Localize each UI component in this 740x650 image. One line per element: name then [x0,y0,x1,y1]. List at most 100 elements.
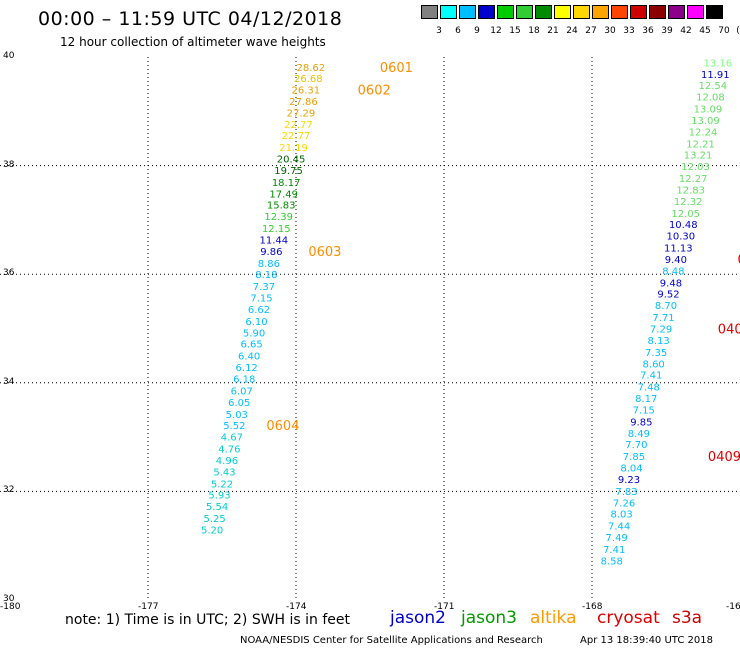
generated-timestamp: Apr 13 18:39:40 UTC 2018 [580,635,713,646]
wave-height-point: 5.22 [211,479,233,490]
x-tick-label: -16 [726,602,740,612]
y-tick-label: 34 [3,376,15,387]
units-note: note: 1) Time is in UTC; 2) SWH is in fe… [65,612,351,628]
wave-height-point: 13.16 [703,58,732,69]
wave-height-point: 4.67 [221,433,243,444]
wave-height-point: 13.09 [691,116,720,127]
wave-height-point: 27.86 [289,97,318,108]
wave-height-point: 6.07 [231,386,253,397]
wave-height-point: 12.83 [676,185,705,196]
scale-label: 70 [718,26,730,36]
wave-height-point: 11.13 [664,244,693,255]
wave-height-point: 8.13 [647,336,669,347]
time-label: 0602 [358,84,391,99]
wave-height-point: 7.26 [613,498,635,509]
wave-height-point: 4.96 [216,456,238,467]
wave-height-point: 6.10 [245,317,267,328]
wave-height-point: 10.48 [669,220,698,231]
wave-height-point: 7.15 [250,294,272,305]
wave-height-point: 9.85 [630,417,652,428]
scale-label: 21 [547,26,559,36]
wave-height-point: 12.15 [262,224,291,235]
y-tick-label: 30 [3,594,15,604]
scale-swatch [535,5,552,19]
wave-height-point: 21.19 [279,143,308,154]
wave-height-point: 7.49 [606,533,628,544]
scale-swatch [459,5,476,19]
wave-height-point: 5.20 [201,525,223,536]
scale-label: 39 [661,26,673,36]
wave-height-point: 11.44 [259,235,288,246]
wave-height-point: 12.05 [671,209,700,220]
wave-height-point: 8.04 [620,464,642,475]
wave-height-point: 12.08 [696,93,725,104]
satellite-legend-item: altika [530,608,577,628]
wave-height-point: 5.93 [208,491,230,502]
x-tick-label: -171 [434,602,455,612]
wave-height-point: 26.31 [292,86,321,97]
wave-height-point: 5.03 [226,410,248,421]
scale-label: 18 [528,26,540,36]
scale-swatch [421,5,438,19]
wave-height-point: 7.70 [625,440,647,451]
scale-swatch [554,5,571,19]
x-tick-label: -174 [286,602,307,612]
scale-swatch [497,5,514,19]
scale-swatch [573,5,590,19]
wave-height-point: 5.25 [203,514,225,525]
wave-height-point: 9.52 [657,290,679,301]
chart-subtitle: 12 hour collection of altimeter wave hei… [60,35,326,49]
wave-height-point: 4.76 [218,445,240,456]
wave-height-point: 8.60 [643,359,665,370]
x-tick-label: -177 [138,602,159,612]
scale-label: 3 [436,26,442,36]
scale-label: 15 [509,26,521,36]
wave-height-point: 7.41 [603,545,625,556]
wave-height-point: 22.77 [282,131,311,142]
chart-title: 00:00 – 11:59 UTC 04/12/2018 [38,8,343,30]
scale-swatch [668,5,685,19]
scale-swatch [592,5,609,19]
wave-height-point: 7.48 [638,383,660,394]
wave-height-point: 7.44 [608,522,630,533]
wave-height-point: 12.27 [679,174,708,185]
wave-height-point: 22.77 [284,120,313,131]
wave-height-point: 27.29 [287,108,316,119]
scale-label: 9 [474,26,480,36]
y-tick-label: 40 [3,51,15,61]
wave-height-point: 10.30 [666,232,695,243]
time-label: 0408 [718,323,740,338]
time-label: 040 [738,253,740,268]
wave-height-point: 15.83 [267,201,296,212]
y-tick-label: 38 [3,159,15,170]
time-label: 0601 [380,61,413,76]
wave-height-point: 5.52 [223,421,245,432]
wave-height-point: 6.18 [233,374,255,385]
wave-height-point: 12.21 [686,139,715,150]
wave-height-point: 6.62 [248,305,270,316]
y-tick-label: 32 [3,485,15,496]
wave-height-point: 26.68 [294,74,323,85]
wave-height-point: 8.49 [628,429,650,440]
wave-height-point: 28.62 [296,63,325,74]
wave-height-point: 7.15 [633,405,655,416]
scale-swatch [440,5,457,19]
wave-height-point: 18.17 [272,178,301,189]
satellite-legend-item: s3a [672,608,703,628]
wave-height-point: 19.75 [274,166,303,177]
satellite-legend-item: jason3 [461,608,517,628]
wave-height-point: 9.86 [260,247,282,258]
wave-height-point: 12.39 [264,212,293,223]
scale-swatch [478,5,495,19]
wave-height-point: 6.05 [228,398,250,409]
scale-label: 24 [566,26,578,36]
wave-height-point: 6.40 [238,352,260,363]
scale-swatch [687,5,704,19]
wave-height-point: 13.21 [684,151,713,162]
x-tick-label: -180 [0,602,21,612]
wave-height-point: 20.45 [277,155,306,166]
wave-height-point: 13.09 [694,105,723,116]
wave-height-point: 8.58 [601,556,623,567]
wave-height-point: 5.90 [243,328,265,339]
